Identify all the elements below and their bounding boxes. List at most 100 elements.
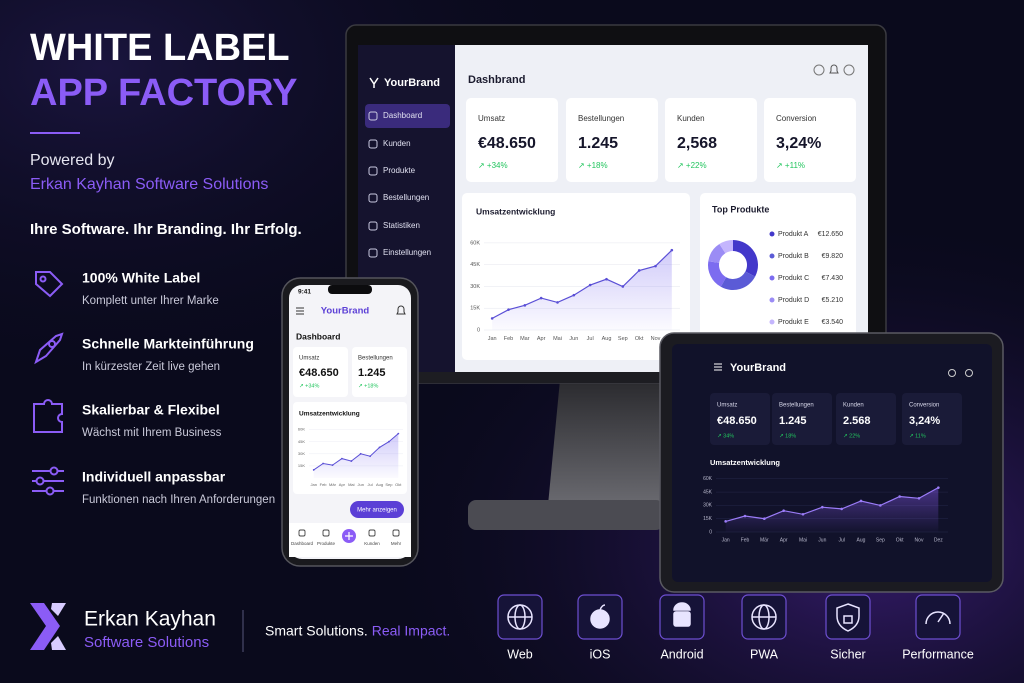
x-tick-label: Mai bbox=[348, 482, 355, 487]
point bbox=[937, 486, 940, 489]
rocket-icon bbox=[34, 332, 64, 365]
legend-dot bbox=[769, 253, 775, 259]
y-tick-label: 45K bbox=[470, 262, 480, 268]
shield bbox=[836, 603, 860, 632]
product-value: €5.210 bbox=[822, 297, 844, 304]
chart-title: Umsatzentwicklung bbox=[710, 458, 780, 467]
kpi-value: €48.650 bbox=[299, 367, 339, 379]
point bbox=[331, 464, 334, 466]
donut-segment bbox=[720, 271, 756, 290]
donut-segment bbox=[708, 244, 726, 263]
y-tick-label: 60K bbox=[470, 240, 480, 246]
kpi-label: Kunden bbox=[843, 403, 864, 409]
gauge bbox=[925, 611, 951, 625]
brand: YourBrand bbox=[384, 77, 440, 89]
line bbox=[725, 487, 939, 522]
platform-icon-box bbox=[915, 594, 961, 640]
plus-icon bbox=[345, 532, 353, 540]
tagline: Ihre Software. Ihr Branding. Ihr Erfolg. bbox=[30, 221, 302, 238]
legend-dot bbox=[769, 319, 775, 325]
x-tick-label: Nov bbox=[651, 336, 661, 342]
nav-icon bbox=[368, 166, 378, 176]
feature-text: In kürzester Zeit live gehen bbox=[82, 361, 220, 373]
kpi-card bbox=[466, 98, 558, 182]
company-name: Erkan Kayhan Software Solutions bbox=[30, 176, 268, 193]
x-tick-label: Jan bbox=[310, 482, 316, 487]
area bbox=[313, 433, 399, 478]
product-value: €12.650 bbox=[818, 231, 843, 238]
x-tick-label: Jun bbox=[357, 482, 363, 487]
chart-title: Umsatzentwicklung bbox=[299, 411, 360, 418]
platform-label: Web bbox=[507, 647, 533, 661]
kpi-card bbox=[352, 347, 407, 397]
point bbox=[840, 507, 843, 511]
point bbox=[898, 495, 901, 498]
point bbox=[637, 269, 641, 272]
monitor-stand bbox=[548, 380, 672, 505]
legend-dot bbox=[769, 275, 775, 281]
search-icon bbox=[948, 369, 956, 377]
point bbox=[312, 469, 315, 471]
nav-item: Dashboard bbox=[383, 111, 422, 120]
x-tick-label: Apr bbox=[339, 482, 346, 487]
x-tick-label: Jul bbox=[368, 482, 373, 487]
y-tick-label: 0 bbox=[477, 327, 480, 333]
point bbox=[322, 462, 324, 465]
header-icon bbox=[813, 64, 825, 76]
platform-label: Sicher bbox=[830, 647, 865, 661]
x-tick-label: Feb bbox=[504, 336, 513, 342]
feature-title: Schnelle Markteinführung bbox=[82, 336, 254, 352]
kpi-value: 1.245 bbox=[358, 367, 386, 379]
logo-mark bbox=[51, 636, 66, 650]
feature-text: Komplett unter Ihrer Marke bbox=[82, 295, 219, 307]
x-tick-label: Jun bbox=[818, 537, 826, 543]
point bbox=[507, 308, 510, 311]
feature-title: Skalierbar & Flexibel bbox=[82, 402, 220, 418]
x-tick-label: Feb bbox=[741, 537, 750, 543]
nav-active bbox=[365, 104, 450, 128]
kpi-label: Bestellungen bbox=[358, 356, 393, 362]
nav-item: Dashboard bbox=[291, 541, 314, 546]
x-tick-label: Jul bbox=[587, 336, 594, 342]
tag-icon bbox=[35, 271, 64, 298]
nav-item: Kunden bbox=[383, 139, 411, 148]
tag-hole bbox=[39, 275, 47, 283]
kpi-label: Conversion bbox=[776, 114, 816, 123]
platform-icon bbox=[507, 604, 533, 630]
product-name: Produkt B bbox=[778, 253, 809, 260]
monitor-base bbox=[468, 500, 664, 530]
point bbox=[350, 460, 353, 462]
headline-accent: APP FACTORY bbox=[30, 72, 297, 114]
y-tick-label: 15K bbox=[703, 516, 713, 522]
y-tick-label: 30K bbox=[298, 451, 305, 456]
nav-item: Kunden bbox=[364, 541, 380, 546]
page-title: Dashbrand bbox=[468, 74, 525, 86]
x-tick-label: Okt bbox=[896, 537, 904, 543]
kpi-card bbox=[293, 347, 348, 397]
feature-icon bbox=[34, 332, 64, 365]
nav-item: Bestellungen bbox=[383, 193, 429, 202]
y-tick-label: 15K bbox=[298, 463, 305, 468]
slogan: Smart Solutions. bbox=[265, 623, 368, 639]
x-tick-label: Sep bbox=[876, 537, 885, 543]
phone-notch bbox=[328, 285, 372, 294]
kpi-card bbox=[566, 98, 658, 182]
android-body bbox=[673, 611, 691, 627]
slider-knob bbox=[35, 476, 45, 486]
kpi-change: ↗ +18% bbox=[358, 383, 378, 389]
area bbox=[725, 487, 939, 532]
product-value: €7.430 bbox=[822, 275, 844, 282]
platform-label: Performance bbox=[902, 647, 974, 661]
monitor-chin bbox=[346, 372, 886, 383]
nav-icon bbox=[392, 529, 400, 537]
point bbox=[605, 277, 608, 281]
kpi-value: 2,568 bbox=[677, 135, 717, 152]
feature-icon bbox=[33, 399, 63, 433]
more-button[interactable] bbox=[350, 501, 404, 518]
company-name: Erkan Kayhan bbox=[84, 608, 216, 631]
android-head bbox=[673, 602, 691, 611]
platform-icon bbox=[673, 602, 691, 627]
y-tick-label: 60K bbox=[703, 476, 713, 482]
apple bbox=[590, 609, 610, 629]
